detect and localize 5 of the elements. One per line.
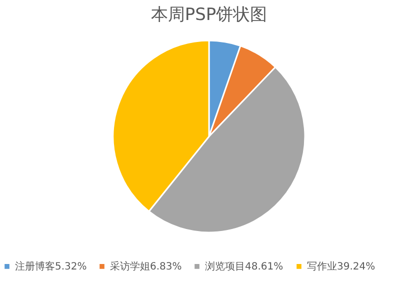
- chart-title: 本周PSP饼状图: [150, 5, 268, 25]
- legend-label: 浏览项目48.61%: [205, 260, 284, 272]
- legend-label: 采访学姐6.83%: [110, 260, 182, 272]
- legend-label: 注册博客5.32%: [15, 260, 87, 272]
- legend-label: 写作业39.24%: [307, 260, 376, 272]
